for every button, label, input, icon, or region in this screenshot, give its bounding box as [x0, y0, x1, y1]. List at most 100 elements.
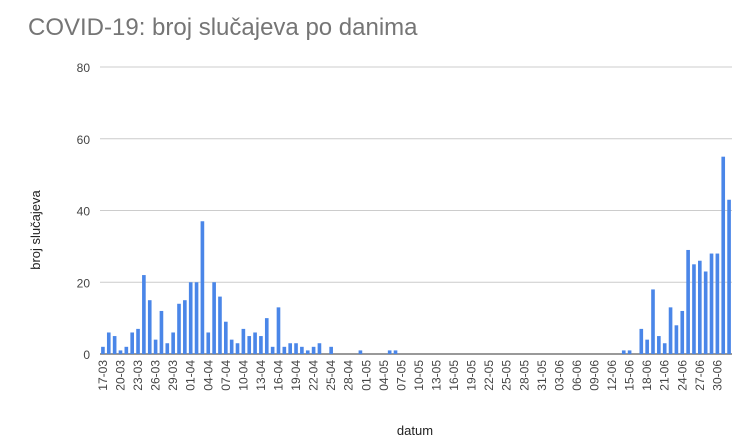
bar [124, 346, 129, 354]
bar [177, 303, 181, 354]
bar [200, 221, 205, 354]
x-tick-label: 12-06 [605, 360, 619, 391]
bar [692, 264, 696, 354]
x-tick-label: 21-06 [658, 360, 672, 391]
bar [680, 310, 685, 354]
x-tick-label: 15-06 [623, 360, 637, 391]
bar [294, 343, 298, 354]
bar [282, 346, 287, 354]
x-tick-label: 22-04 [307, 360, 321, 391]
x-tick-label: 13-04 [254, 360, 268, 391]
bar [662, 343, 667, 354]
y-tick-label: 80 [77, 61, 91, 75]
x-tick-label: 24-06 [675, 360, 689, 391]
bar [183, 300, 187, 354]
bar [686, 249, 690, 354]
x-tick-label: 10-05 [412, 360, 426, 391]
bar [229, 339, 234, 354]
bar [159, 310, 164, 354]
x-tick-label: 16-04 [271, 360, 285, 391]
bar [165, 343, 170, 354]
bar [288, 343, 292, 354]
bar [224, 321, 228, 354]
bar [194, 282, 199, 354]
y-tick-label: 40 [77, 205, 91, 219]
x-tick-label: 03-06 [552, 360, 566, 391]
x-tick-label: 09-06 [587, 360, 601, 391]
bar [300, 346, 304, 354]
bar [393, 350, 398, 354]
bar [112, 336, 117, 354]
bar [305, 350, 310, 354]
x-tick-label: 26-03 [149, 360, 163, 391]
y-tick-labels: 0 20 40 60 80 [77, 61, 91, 362]
x-tick-label: 04-04 [201, 360, 215, 391]
x-tick-label: 23-03 [131, 360, 145, 391]
bar [358, 350, 363, 354]
x-tick-label: 06-06 [570, 360, 584, 391]
x-tick-label: 25-04 [324, 360, 338, 391]
bar [276, 307, 281, 354]
bar [698, 260, 702, 354]
bar [101, 346, 105, 354]
chart-title: COVID-19: broj slučajeva po danima [28, 14, 418, 41]
bar [709, 253, 714, 354]
x-tick-label: 04-05 [377, 360, 391, 391]
bar [171, 332, 175, 354]
x-axis-title: datum [397, 423, 433, 438]
bar [329, 346, 333, 354]
y-tick-label: 0 [83, 348, 90, 362]
bar [136, 328, 140, 354]
x-tick-label: 16-05 [447, 360, 461, 391]
bar [727, 199, 731, 354]
bar [311, 346, 316, 354]
y-axis-title: broj slučajeva [28, 189, 43, 269]
bar [639, 328, 644, 354]
x-tick-label: 31-05 [535, 360, 549, 391]
x-tick-label: 20-03 [113, 360, 127, 391]
bar [645, 339, 649, 354]
bar [651, 289, 655, 354]
x-tick-label: 29-03 [166, 360, 180, 391]
bar [270, 346, 275, 354]
y-tick-label: 20 [77, 276, 91, 290]
y-tick-label: 60 [77, 133, 91, 147]
bar [264, 318, 269, 355]
bar [153, 339, 158, 354]
gridlines [100, 66, 732, 355]
bar [253, 332, 257, 354]
x-tick-labels: 17-03 20-03 23-03 26-03 29-03 01-04 04-04 07-04… [96, 360, 724, 391]
bar [106, 332, 111, 354]
bar [206, 332, 211, 354]
bar [627, 350, 632, 354]
bar [621, 350, 626, 354]
bar [674, 325, 679, 354]
x-tick-label: 19-05 [465, 360, 479, 391]
x-tick-label: 07-04 [219, 360, 233, 391]
x-tick-label: 01-04 [184, 360, 198, 391]
bar [142, 275, 146, 354]
bar [317, 343, 322, 354]
x-tick-label: 30-06 [710, 360, 724, 391]
bar [218, 296, 222, 354]
x-tick-label: 28-04 [342, 360, 356, 391]
bar [721, 156, 726, 354]
bar [147, 300, 152, 354]
bar [130, 332, 134, 354]
x-tick-label: 18-06 [640, 360, 654, 391]
bar [668, 307, 673, 354]
bar [241, 328, 246, 354]
bar [118, 350, 123, 354]
bar [188, 282, 193, 354]
x-tick-label: 17-03 [96, 360, 110, 391]
bar [212, 282, 216, 354]
x-tick-label: 22-05 [482, 360, 496, 391]
bar [715, 253, 720, 354]
x-tick-label: 28-05 [517, 360, 531, 391]
bar [703, 271, 708, 354]
x-tick-label: 19-04 [289, 360, 303, 391]
bar [235, 343, 240, 354]
bars [101, 156, 731, 355]
x-tick-label: 10-04 [236, 360, 250, 391]
